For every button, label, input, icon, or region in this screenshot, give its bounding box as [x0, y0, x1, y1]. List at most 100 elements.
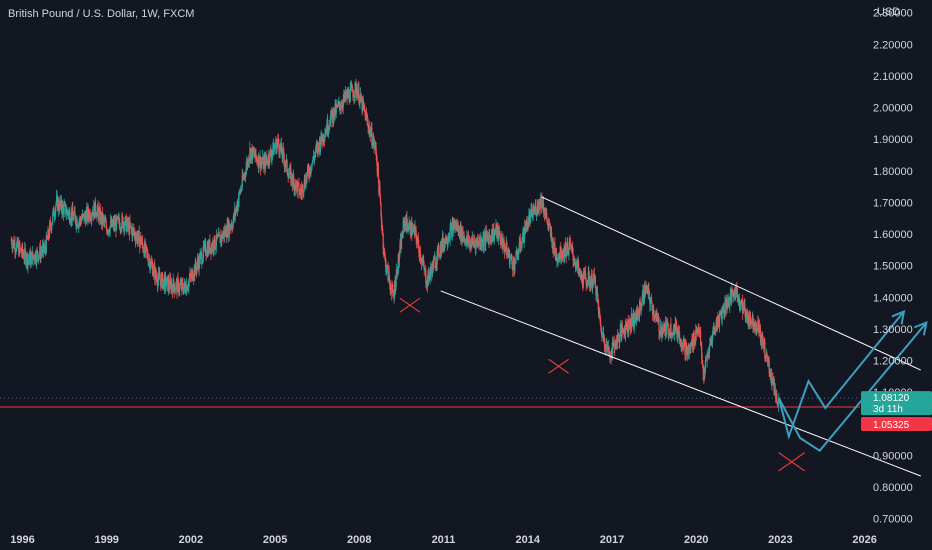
candle-body [270, 150, 272, 155]
candle-body [511, 261, 513, 269]
y-axis[interactable]: 2.30000 2.20000 2.10000 2.00000 1.90000 1.800… [873, 8, 913, 526]
candle-body [595, 288, 598, 296]
candle-body [515, 250, 517, 264]
candle-body [504, 246, 506, 253]
candle-body [554, 242, 556, 253]
candle-body [613, 341, 615, 347]
candle-body [201, 253, 203, 264]
candle-body [115, 216, 118, 231]
candle-body [718, 314, 721, 327]
channel-upper-line[interactable] [541, 196, 921, 371]
candle-body [311, 163, 313, 170]
candle-body [79, 217, 81, 221]
candle-body [429, 272, 431, 279]
candle-body [561, 255, 563, 260]
x-marker[interactable] [399, 297, 421, 313]
candle-body [375, 143, 377, 149]
candle-body [238, 191, 240, 200]
candle-body [748, 317, 750, 321]
candle-body [158, 272, 160, 280]
candle-body [755, 322, 757, 333]
candle-body [298, 182, 300, 194]
candle-body [266, 159, 268, 163]
candle-body [165, 284, 167, 287]
candle-body [311, 161, 314, 164]
candle-body [241, 175, 243, 187]
candle-body [122, 217, 124, 228]
candle-body [681, 343, 683, 345]
last-price-badge [861, 391, 932, 416]
candle-body [74, 215, 77, 223]
x-marker[interactable] [778, 452, 805, 472]
candle-body [55, 202, 57, 208]
candle-body [670, 323, 672, 337]
candle-body [89, 211, 91, 220]
candle-body [414, 226, 416, 235]
candle-body [202, 245, 205, 259]
candle-body [658, 320, 660, 333]
candle-body [193, 277, 195, 280]
candle-body [641, 302, 643, 306]
candle-body [348, 91, 350, 101]
candle-body [73, 215, 75, 220]
candle-body [633, 324, 635, 328]
candle-body [285, 160, 287, 166]
candle-body [575, 263, 578, 269]
x-tick-label: 2023 [768, 534, 792, 546]
candle-body [38, 256, 40, 261]
candle-body [367, 120, 369, 128]
candle-body [759, 324, 761, 331]
candle-body [552, 239, 554, 253]
candle-body [342, 100, 344, 108]
candle-body [187, 286, 189, 288]
candle-body [48, 236, 50, 238]
candle-body [306, 172, 308, 180]
candle-body [585, 278, 587, 285]
candle-body [725, 307, 727, 311]
candle-body [235, 209, 237, 215]
candle-body [355, 82, 357, 85]
candle-body [36, 250, 38, 263]
candle-body [179, 284, 181, 291]
candle-body [237, 199, 240, 207]
x-marker[interactable] [548, 358, 569, 374]
candle-body [269, 150, 271, 164]
candle-body [164, 274, 166, 277]
candle-body [582, 273, 585, 286]
candle-body [425, 270, 427, 284]
x-axis[interactable]: 1996 1999 2002 2005 2008 2011 2014 2017 2020 2023… [10, 534, 877, 546]
projection-path-1[interactable] [778, 310, 905, 440]
candle-body [240, 189, 242, 194]
channel-lower-line[interactable] [440, 290, 921, 477]
candle-body [192, 270, 194, 281]
candle-body [170, 284, 173, 291]
candle-body [169, 278, 171, 289]
candle-body [142, 244, 144, 251]
candle-body [502, 238, 504, 250]
candle-body [109, 226, 111, 234]
candle-body [420, 260, 422, 262]
x-tick-label: 1999 [94, 534, 118, 546]
candle-body [692, 347, 694, 348]
candle-body [283, 159, 285, 167]
candle-body [330, 110, 332, 118]
candle-body [752, 315, 754, 330]
candle-body [370, 133, 372, 137]
candle-body [228, 223, 230, 235]
projection-path-2[interactable] [778, 321, 928, 453]
candle-body [51, 221, 53, 226]
candle-body [734, 288, 736, 296]
candle-body [80, 219, 83, 224]
candle-body [696, 331, 698, 335]
candle-body [509, 257, 511, 264]
candle-body [535, 214, 538, 216]
candle-body [355, 84, 357, 95]
candle-body [225, 228, 227, 237]
candle-body [496, 227, 498, 236]
candle-body [46, 236, 48, 239]
candle-body [137, 230, 139, 238]
candle-body [91, 215, 93, 220]
candle-body [670, 336, 673, 338]
candle-body [178, 290, 180, 293]
